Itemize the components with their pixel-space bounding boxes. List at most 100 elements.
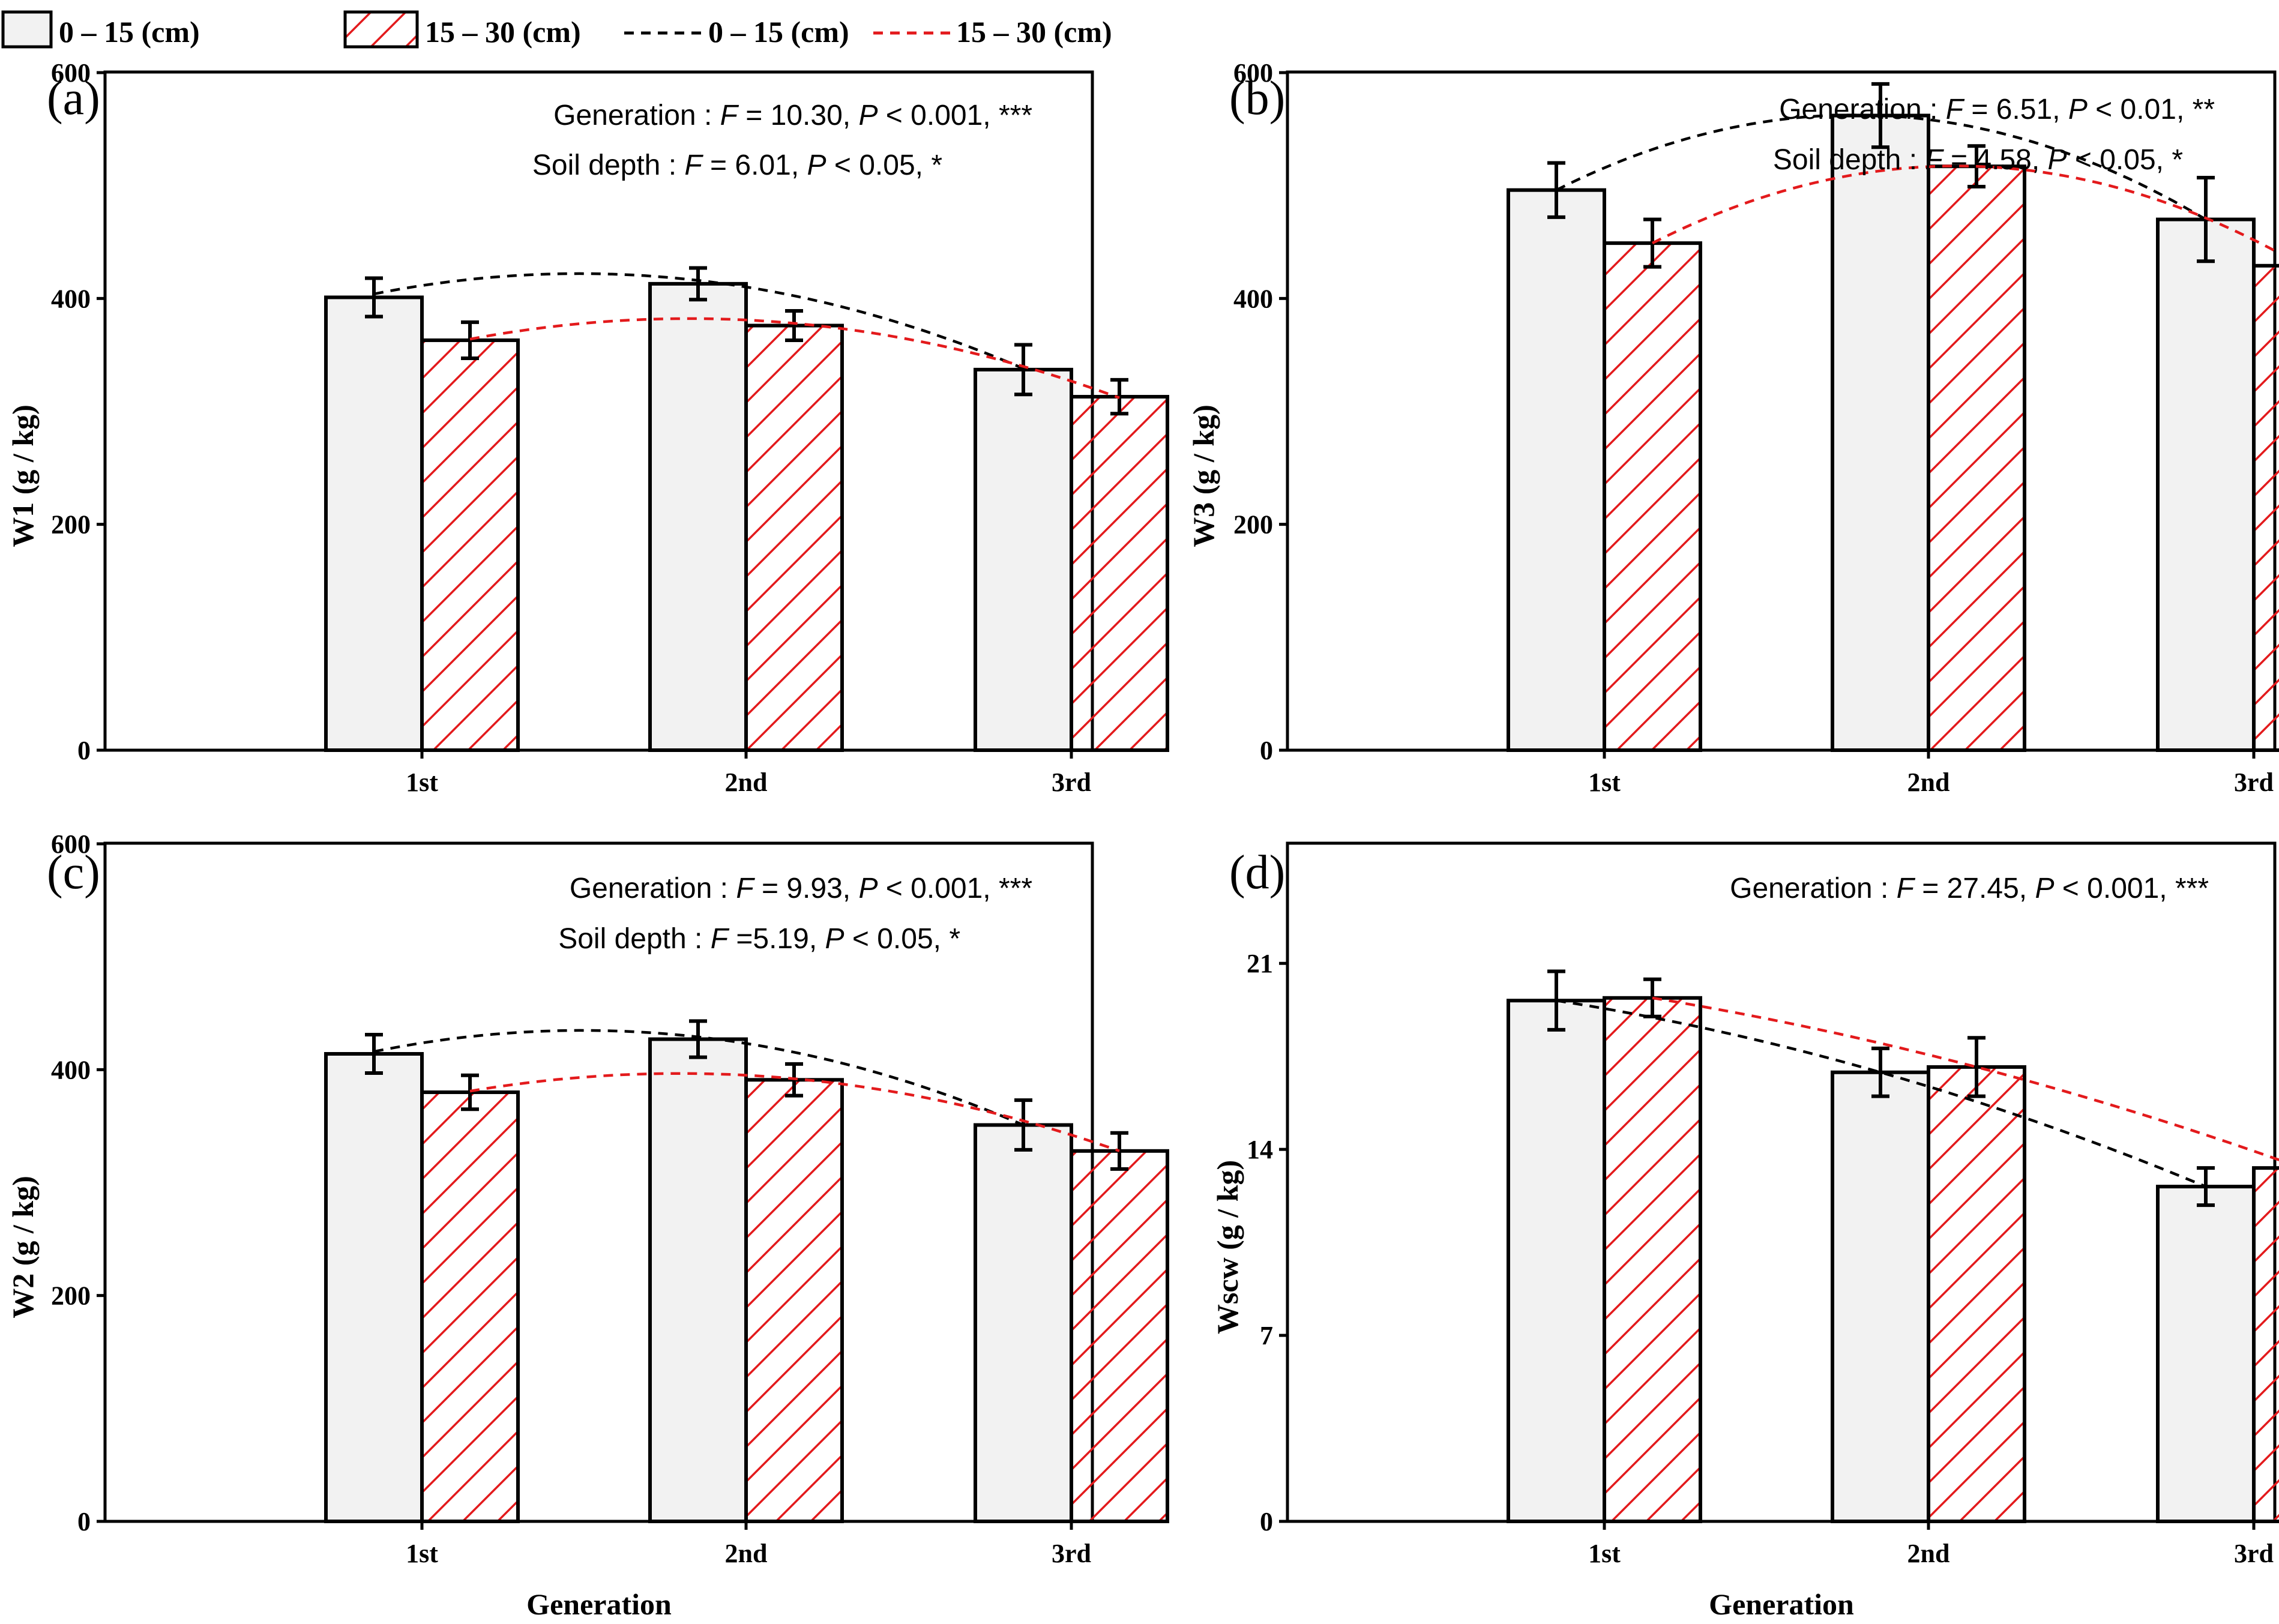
panel-d: 0 7 14 21 1st 2nd 3rd (d) Wscw (g / kg) Genera… [1211, 841, 2279, 1621]
y-axis-title-d: Wscw (g / kg) [1211, 1160, 1244, 1334]
error-bar-b-deep-1st [1643, 217, 1661, 269]
bar-a-shallow-1st [324, 295, 424, 752]
y-axis-title-a: W1 (g / kg) [6, 404, 40, 547]
legend: 0 – 15 (cm) 15 – 30 (cm) 0 – 15 (cm) 15 … [1, 10, 1112, 49]
y-tick-label-d-0: 0 [1260, 1507, 1273, 1536]
bar-d-deep-3rd [2252, 1166, 2279, 1523]
x-tick-label-a-3rd: 3rd [1052, 768, 1091, 797]
legend-swatch-hatch [343, 10, 419, 49]
panel-b: 0 200 400 600 1st 2nd 3rd (b) W3 (g / kg) Gene… [1187, 58, 2279, 797]
y-tick-label-a-3: 600 [51, 58, 91, 88]
error-bar-c-shallow-2nd [689, 1019, 707, 1059]
bar-b-deep-2nd [1927, 164, 2026, 752]
trend-line-b-deep [1651, 164, 2279, 255]
bar-d-deep-2nd [1927, 1065, 2026, 1523]
bar-a-deep-1st [420, 338, 520, 752]
trend-line-c-deep [469, 1072, 1120, 1152]
error-bar-a-shallow-1st [365, 276, 383, 319]
stat-line-d-1: Generation : F = 27.45, P < 0.001, *** [1730, 873, 2209, 904]
x-tick-label-c-3rd: 3rd [1052, 1539, 1091, 1568]
stat-line-c-1: Generation : F = 9.93, P < 0.001, *** [570, 873, 1032, 904]
bar-d-shallow-2nd [1831, 1070, 1930, 1523]
bar-a-deep-3rd [1070, 395, 1169, 752]
y-tick-label-d-1: 7 [1260, 1321, 1273, 1350]
legend-label-line-black: 0 – 15 (cm) [708, 15, 849, 49]
bar-c-deep-2nd [744, 1078, 844, 1523]
y-tick-label-a-0: 0 [77, 736, 91, 765]
bar-b-deep-1st [1603, 241, 1702, 752]
stat-line-b-1: Generation : F = 6.51, P < 0.01, ** [1779, 94, 2215, 125]
stat-line-c-2: Soil depth : F =5.19, P < 0.05, * [558, 923, 960, 955]
bar-d-shallow-1st [1507, 999, 1606, 1523]
plot-area-d: 0 7 14 21 1st 2nd 3rd [1247, 841, 2279, 1568]
bar-c-shallow-1st [324, 1051, 424, 1523]
bar-c-deep-3rd [1070, 1149, 1169, 1523]
panel-letter-b: (b) [1229, 72, 1285, 125]
x-tick-label-c-2nd: 2nd [725, 1539, 768, 1568]
y-tick-label-c-1: 200 [51, 1281, 91, 1311]
y-tick-label-d-3: 21 [1247, 949, 1273, 978]
trend-line-a-shallow [373, 272, 1024, 370]
y-tick-label-c-2: 400 [51, 1055, 91, 1084]
bar-b-deep-3rd [2252, 263, 2279, 752]
bar-b-shallow-3rd [2156, 217, 2256, 753]
x-tick-label-a-1st: 1st [406, 768, 438, 797]
plot-area-c: 0 200 400 600 1st 2nd 3rd [51, 829, 1169, 1568]
x-tick-label-b-2nd: 2nd [1907, 768, 1950, 797]
y-tick-label-a-2: 400 [51, 284, 91, 313]
trend-line-d-shallow [1556, 999, 2206, 1188]
x-tick-label-a-2nd: 2nd [725, 768, 768, 797]
error-bar-c-deep-1st [461, 1073, 479, 1111]
y-tick-label-a-1: 200 [51, 510, 91, 540]
trend-line-a-deep [469, 317, 1120, 400]
error-bar-a-deep-2nd [785, 309, 803, 342]
panel-letter-d: (d) [1229, 846, 1285, 899]
x-tick-label-b-1st: 1st [1588, 768, 1621, 797]
error-bar-c-deep-3rd [1110, 1131, 1128, 1171]
plot-area-a: 0 200 400 600 1st 2nd 3rd [51, 58, 1169, 797]
error-bar-d-shallow-3rd [2197, 1166, 2215, 1207]
y-tick-label-b-2: 400 [1233, 284, 1273, 313]
y-tick-label-c-0: 0 [77, 1507, 91, 1536]
bar-a-deep-2nd [744, 323, 844, 752]
stat-line-a-1: Generation : F = 10.30, P < 0.001, *** [553, 100, 1032, 131]
x-tick-label-c-1st: 1st [406, 1539, 438, 1568]
panel-letter-c: (c) [47, 846, 100, 899]
panel-letter-a: (a) [47, 72, 100, 125]
bar-a-shallow-2nd [648, 281, 748, 753]
legend-label-hatch: 15 – 30 (cm) [425, 15, 581, 49]
bar-c-deep-1st [420, 1090, 520, 1523]
x-tick-label-b-3rd: 3rd [2234, 768, 2274, 797]
bar-c-shallow-2nd [648, 1037, 748, 1523]
error-bar-c-shallow-1st [365, 1033, 383, 1075]
y-tick-label-d-2: 14 [1247, 1135, 1273, 1164]
error-bar-a-shallow-3rd [1014, 343, 1032, 397]
x-tick-label-d-3rd: 3rd [2234, 1539, 2274, 1568]
trend-line-b-shallow [1556, 113, 2207, 221]
legend-swatch-plain [1, 10, 53, 49]
bar-a-shallow-3rd [974, 367, 1073, 752]
stat-line-b-2: Soil depth : F = 4.58, P < 0.05, * [1773, 144, 2183, 176]
y-tick-label-b-1: 200 [1233, 510, 1273, 540]
error-bar-a-deep-1st [461, 320, 479, 361]
legend-label-line-red: 15 – 30 (cm) [956, 15, 1112, 49]
x-axis-title-d: Generation [1709, 1587, 1854, 1621]
x-axis-title-c: Generation [526, 1587, 672, 1621]
error-bar-c-shallow-3rd [1014, 1098, 1032, 1152]
y-tick-label-b-0: 0 [1260, 736, 1273, 765]
bar-c-shallow-3rd [974, 1123, 1073, 1524]
legend-label-plain: 0 – 15 (cm) [59, 15, 200, 49]
error-bar-a-shallow-2nd [689, 266, 707, 302]
y-axis-title-c: W2 (g / kg) [6, 1176, 40, 1319]
trend-line-c-shallow [373, 1029, 1024, 1126]
y-tick-label-b-3: 600 [1233, 58, 1273, 88]
error-bar-d-shallow-2nd [1871, 1046, 1889, 1098]
plot-frame-d [1286, 841, 2277, 1523]
error-bar-d-deep-2nd [1967, 1036, 1985, 1098]
bar-b-shallow-1st [1507, 188, 1606, 752]
panel-a: 0 200 400 600 1st 2nd 3rd (a) W1 (g / kg) Gene… [6, 58, 1169, 797]
trend-line-d-deep [1652, 996, 2279, 1162]
stat-line-a-2: Soil depth : F = 6.01, P < 0.05, * [532, 149, 942, 181]
y-axis-title-b: W3 (g / kg) [1187, 404, 1220, 547]
